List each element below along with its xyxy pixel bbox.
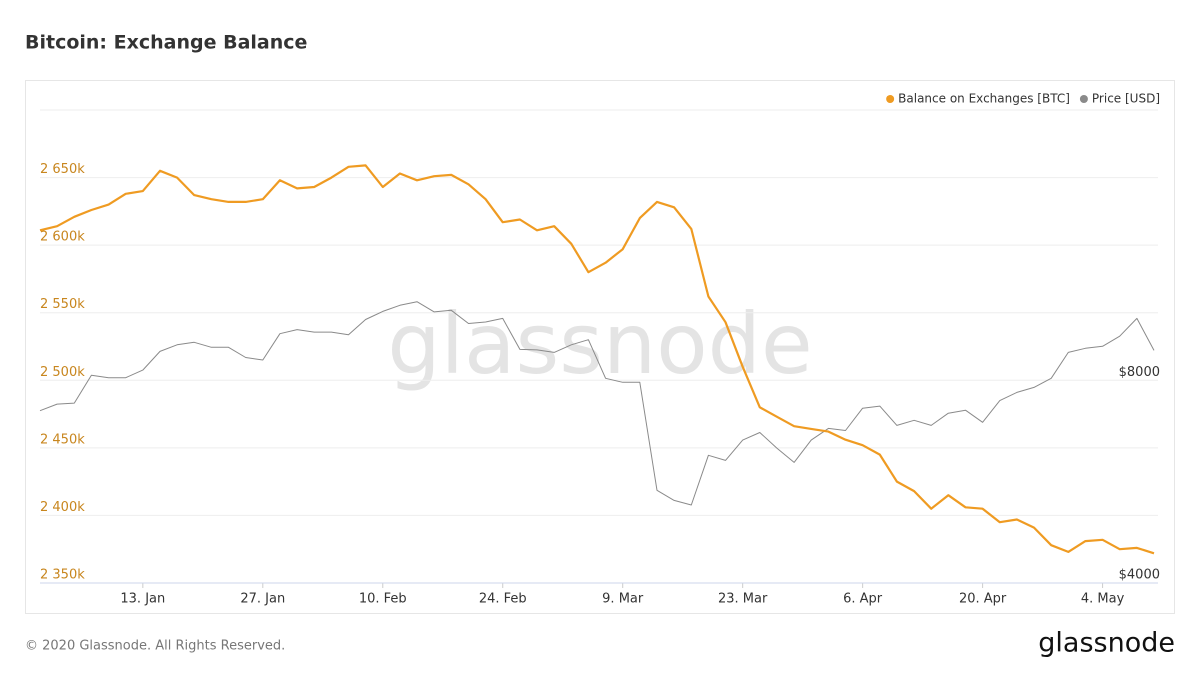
y-tick-label: 2 600k <box>40 230 85 245</box>
x-tick-label: 23. Mar <box>718 592 768 607</box>
x-tick-label: 27. Jan <box>240 592 285 607</box>
y-tick-label: 2 650k <box>40 162 85 177</box>
series-line <box>39 301 1155 506</box>
y2-tick-label: $4000 <box>1119 568 1160 583</box>
chart-title: Bitcoin: Exchange Balance <box>25 32 307 54</box>
legend-marker <box>886 95 895 103</box>
copyright: © 2020 Glassnode. All Rights Reserved. <box>25 639 285 654</box>
panel <box>25 80 1175 614</box>
x-tick-label: 24. Feb <box>479 592 527 607</box>
y-tick-label: 2 500k <box>40 365 85 380</box>
x-tick-label: 6. Apr <box>843 592 883 607</box>
legend-label: Balance on Exchanges [BTC] <box>898 92 1070 106</box>
x-tick-label: 9. Mar <box>602 592 644 607</box>
legend-marker <box>1079 95 1088 103</box>
y-tick-label: 2 350k <box>40 568 85 583</box>
y2-tick-label: $8000 <box>1119 365 1160 380</box>
x-tick-label: 10. Feb <box>359 592 407 607</box>
y-tick-label: 2 400k <box>40 500 85 515</box>
x-tick-label: 13. Jan <box>120 592 165 607</box>
y-tick-label: 2 450k <box>40 432 85 447</box>
x-tick-label: 20. Apr <box>959 592 1007 607</box>
y-tick-label: 2 550k <box>40 297 85 312</box>
logo: glassnode <box>1038 628 1175 659</box>
x-tick-label: 4. May <box>1081 592 1125 607</box>
legend-label: Price [USD] <box>1092 92 1160 106</box>
watermark: glassnode <box>387 295 812 393</box>
series-line <box>39 164 1155 555</box>
